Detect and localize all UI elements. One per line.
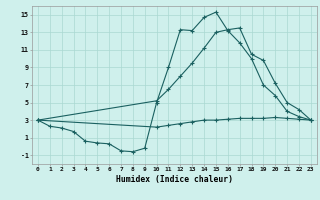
X-axis label: Humidex (Indice chaleur): Humidex (Indice chaleur) [116,175,233,184]
